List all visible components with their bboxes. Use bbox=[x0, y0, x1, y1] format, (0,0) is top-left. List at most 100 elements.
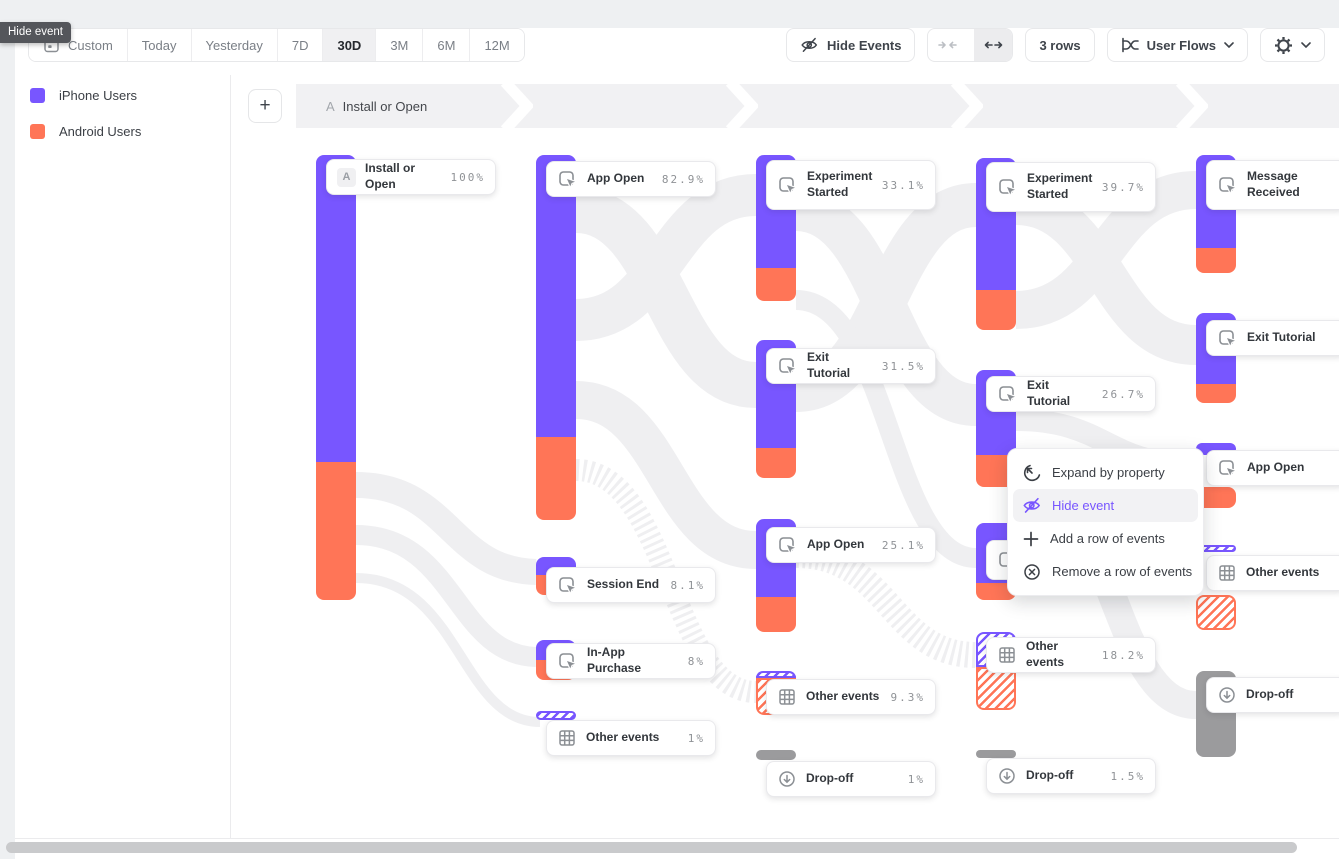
settings-dropdown[interactable] bbox=[1260, 28, 1325, 62]
legend-swatch bbox=[30, 88, 45, 103]
flow-node-label: Session End bbox=[587, 577, 660, 592]
date-range-today[interactable]: Today bbox=[127, 29, 192, 61]
flow-step-segment[interactable]: A Install or Open bbox=[326, 84, 427, 128]
flow-node-value: 33.1% bbox=[881, 178, 925, 192]
hide-events-button[interactable]: Hide Events bbox=[786, 28, 916, 62]
expand-arrows-icon bbox=[984, 41, 1003, 49]
flow-node-card[interactable]: Message Received bbox=[1206, 160, 1339, 210]
flow-node-card[interactable]: Exit Tutorial 31.5% bbox=[766, 348, 936, 384]
scrollbar-thumb[interactable] bbox=[6, 842, 1297, 853]
flow-node-value: 8.1% bbox=[670, 578, 705, 592]
flow-node-card[interactable]: A Install or Open 100% bbox=[326, 159, 496, 195]
flow-bar-segment[interactable] bbox=[1196, 595, 1236, 630]
dropoff-icon bbox=[997, 766, 1017, 786]
flow-bar-segment[interactable] bbox=[536, 711, 576, 720]
event-icon bbox=[777, 535, 798, 556]
flow-bar-segment[interactable] bbox=[756, 750, 796, 760]
flow-node-value: 31.5% bbox=[881, 359, 925, 373]
collapse-columns-button[interactable] bbox=[928, 29, 966, 61]
flow-bar-segment[interactable] bbox=[976, 667, 1016, 710]
flow-node-card[interactable]: Exit Tutorial bbox=[1206, 320, 1339, 356]
cohort-legend: iPhone Users Android Users bbox=[30, 88, 141, 160]
add-step-button[interactable]: + bbox=[248, 89, 282, 123]
flow-node-label: Drop-off bbox=[1026, 768, 1074, 783]
flow-bar-segment[interactable] bbox=[1196, 487, 1236, 508]
flow-node-card[interactable]: Other events 9.3% bbox=[766, 679, 936, 715]
flow-node-card[interactable]: Exit Tutorial 26.7% bbox=[986, 376, 1156, 412]
flow-node-card[interactable]: Other events 18.2% bbox=[986, 637, 1156, 673]
view-type-dropdown[interactable]: User Flows bbox=[1106, 28, 1248, 62]
step-chevron-icon bbox=[1176, 84, 1208, 128]
user-flows-icon bbox=[1121, 37, 1139, 53]
flow-node-label: In-App Purchase bbox=[587, 645, 642, 675]
date-range-yesterday[interactable]: Yesterday bbox=[191, 29, 278, 61]
flow-node-card[interactable]: Experiment Started 39.7% bbox=[986, 162, 1156, 212]
flow-bar-segment[interactable] bbox=[316, 155, 356, 462]
context-menu-item[interactable]: Add a row of events bbox=[1013, 522, 1198, 555]
context-menu-item[interactable]: Remove a row of events bbox=[1013, 555, 1198, 588]
event-icon bbox=[997, 384, 1018, 405]
legend-label: Android Users bbox=[59, 124, 142, 139]
flow-bar-segment[interactable] bbox=[756, 268, 796, 301]
flow-node-value: 100% bbox=[450, 170, 485, 184]
event-context-menu: Expand by property Hide event Add a row … bbox=[1007, 448, 1204, 596]
flow-node-card[interactable]: App Open 25.1% bbox=[766, 527, 936, 563]
legend-item[interactable]: Android Users bbox=[30, 124, 141, 139]
horizontal-scrollbar[interactable] bbox=[0, 840, 1339, 855]
flow-node-card[interactable]: App Open bbox=[1206, 450, 1339, 486]
flow-node-label: Message Received bbox=[1247, 169, 1300, 199]
event-icon bbox=[777, 356, 798, 377]
sidebar-divider bbox=[230, 75, 231, 838]
flow-bar-segment[interactable] bbox=[756, 671, 796, 678]
date-range-7d[interactable]: 7D bbox=[277, 29, 324, 61]
legend-item[interactable]: iPhone Users bbox=[30, 88, 141, 103]
flow-node-card[interactable]: Session End 8.1% bbox=[546, 567, 716, 603]
flow-bar-segment[interactable] bbox=[536, 155, 576, 437]
flow-bar-segment[interactable] bbox=[536, 437, 576, 520]
date-range-label: Custom bbox=[68, 37, 113, 53]
flow-bar-segment[interactable] bbox=[756, 597, 796, 632]
event-icon bbox=[557, 651, 578, 672]
flow-bar-segment[interactable] bbox=[316, 462, 356, 600]
flow-node-card[interactable]: App Open 82.9% bbox=[546, 161, 716, 197]
remove-row-icon bbox=[1022, 562, 1042, 582]
flow-bar-segment[interactable] bbox=[1196, 384, 1236, 403]
flow-node-value: 8% bbox=[687, 654, 705, 668]
context-menu-label: Expand by property bbox=[1052, 465, 1165, 480]
flow-node-card[interactable]: Experiment Started 33.1% bbox=[766, 160, 936, 210]
event-icon bbox=[1217, 328, 1238, 349]
flow-node-card[interactable]: Drop-off bbox=[1206, 677, 1339, 713]
date-range-30d[interactable]: 30D bbox=[323, 29, 377, 61]
event-icon bbox=[557, 575, 578, 596]
date-range-6m[interactable]: 6M bbox=[423, 29, 471, 61]
flow-bar-segment[interactable] bbox=[756, 448, 796, 478]
flow-node-card[interactable]: Drop-off 1.5% bbox=[986, 758, 1156, 794]
flow-node-value: 1% bbox=[687, 731, 705, 745]
expand-columns-button[interactable] bbox=[974, 29, 1013, 61]
rows-count-button[interactable]: 3 rows bbox=[1025, 28, 1095, 62]
flow-node-label: Other events bbox=[1026, 639, 1065, 669]
flow-bar-segment[interactable] bbox=[976, 750, 1016, 758]
flow-node-card[interactable]: In-App Purchase 8% bbox=[546, 643, 716, 679]
flow-node-label: Other events bbox=[806, 689, 880, 704]
context-menu-item[interactable]: Expand by property bbox=[1013, 456, 1198, 489]
flow-node-label: Exit Tutorial bbox=[807, 350, 851, 380]
flow-node-label: App Open bbox=[587, 171, 645, 186]
date-range-12m[interactable]: 12M bbox=[470, 29, 524, 61]
flow-bar-segment[interactable] bbox=[976, 290, 1016, 330]
context-menu-item[interactable]: Hide event bbox=[1013, 489, 1198, 522]
flow-node-value: 1.5% bbox=[1110, 769, 1145, 783]
date-range-selector: Custom Today Yesterday 7D 30D 3M 6M 12M bbox=[28, 28, 525, 62]
flow-bar-segment[interactable] bbox=[1196, 248, 1236, 273]
flow-bar-segment[interactable] bbox=[976, 583, 1016, 600]
flow-node-value: 39.7% bbox=[1101, 180, 1145, 194]
date-range-3m[interactable]: 3M bbox=[376, 29, 424, 61]
context-menu-label: Hide event bbox=[1052, 498, 1115, 513]
bottom-divider bbox=[15, 838, 1339, 839]
flow-node-card[interactable]: Other events bbox=[1206, 555, 1339, 591]
flow-node-label: Other events bbox=[586, 730, 660, 745]
legend-label: iPhone Users bbox=[59, 88, 138, 103]
flow-node-card[interactable]: Drop-off 1% bbox=[766, 761, 936, 797]
flow-node-card[interactable]: Other events 1% bbox=[546, 720, 716, 756]
